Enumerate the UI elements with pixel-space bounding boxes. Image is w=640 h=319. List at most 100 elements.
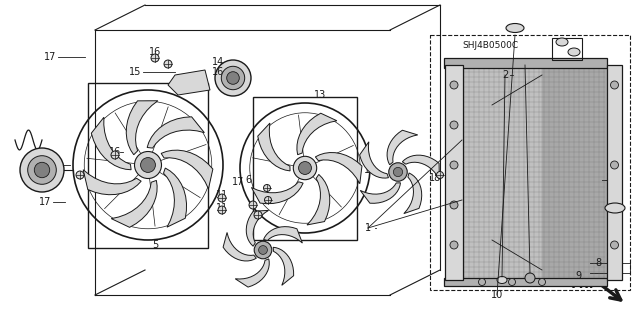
Polygon shape [542, 65, 607, 280]
Text: SHJ4B0500C: SHJ4B0500C [462, 41, 518, 49]
Polygon shape [273, 247, 294, 285]
Text: 10: 10 [491, 290, 503, 300]
Text: 16: 16 [109, 147, 121, 157]
Circle shape [141, 158, 156, 173]
Circle shape [436, 172, 444, 179]
Text: 7: 7 [37, 160, 43, 170]
Text: 17: 17 [232, 177, 244, 187]
Ellipse shape [605, 203, 625, 213]
Circle shape [299, 161, 312, 174]
Text: 16: 16 [149, 47, 161, 57]
Circle shape [215, 60, 251, 96]
Circle shape [28, 156, 56, 184]
Circle shape [450, 201, 458, 209]
Polygon shape [360, 142, 388, 178]
Circle shape [450, 241, 458, 249]
Text: 13: 13 [314, 90, 326, 100]
Text: 6: 6 [245, 175, 251, 185]
Text: 17: 17 [44, 52, 56, 62]
Polygon shape [163, 168, 186, 227]
Polygon shape [462, 65, 542, 280]
Text: 17: 17 [39, 197, 51, 207]
Polygon shape [126, 101, 158, 155]
Circle shape [611, 81, 618, 89]
Circle shape [76, 171, 84, 179]
Circle shape [479, 278, 486, 286]
Circle shape [254, 211, 262, 219]
Text: 2: 2 [502, 70, 508, 80]
Polygon shape [403, 155, 440, 179]
Ellipse shape [506, 24, 524, 33]
Circle shape [259, 246, 268, 254]
Ellipse shape [556, 38, 568, 46]
Polygon shape [147, 117, 204, 148]
Polygon shape [161, 150, 213, 189]
Polygon shape [360, 183, 401, 203]
Text: 9: 9 [575, 271, 581, 281]
Polygon shape [246, 211, 269, 246]
Circle shape [450, 161, 458, 169]
Polygon shape [297, 113, 337, 155]
Circle shape [388, 163, 407, 181]
Circle shape [227, 72, 239, 84]
Circle shape [293, 156, 317, 180]
Circle shape [218, 194, 226, 202]
Text: 11: 11 [216, 190, 228, 200]
Bar [430, 35, 630, 290]
Circle shape [264, 184, 271, 191]
Text: 19: 19 [612, 200, 624, 210]
Text: 14: 14 [212, 57, 224, 67]
Polygon shape [92, 117, 131, 170]
Polygon shape [404, 173, 422, 214]
Bar [444, 58, 607, 68]
Circle shape [450, 81, 458, 89]
Text: 1: 1 [365, 223, 371, 233]
Polygon shape [316, 152, 362, 184]
Circle shape [20, 148, 64, 192]
Circle shape [151, 54, 159, 62]
Bar [444, 278, 607, 286]
Text: 16: 16 [212, 67, 224, 77]
Text: 18: 18 [429, 173, 441, 183]
Circle shape [611, 161, 618, 169]
Circle shape [509, 278, 515, 286]
Polygon shape [264, 226, 302, 243]
Circle shape [249, 201, 257, 209]
Circle shape [111, 151, 119, 159]
Circle shape [450, 121, 458, 129]
Polygon shape [83, 170, 141, 195]
Circle shape [35, 162, 50, 178]
Text: 4: 4 [607, 175, 613, 185]
Circle shape [394, 167, 403, 177]
Circle shape [164, 60, 172, 68]
Polygon shape [387, 130, 418, 165]
Circle shape [611, 241, 618, 249]
Circle shape [218, 206, 226, 214]
Bar [445, 65, 463, 280]
Bar [552, 38, 582, 60]
Circle shape [134, 152, 161, 179]
Text: 18: 18 [254, 245, 266, 255]
Text: 8: 8 [595, 258, 601, 268]
Polygon shape [236, 259, 269, 287]
Polygon shape [258, 123, 290, 171]
Circle shape [264, 197, 271, 204]
Text: 3: 3 [522, 60, 528, 70]
Polygon shape [223, 233, 257, 261]
Polygon shape [307, 174, 330, 225]
Bar [607, 65, 622, 280]
Polygon shape [168, 70, 210, 95]
Circle shape [538, 278, 545, 286]
Text: 11: 11 [216, 203, 228, 213]
Text: 15: 15 [129, 67, 141, 77]
Text: 12: 12 [364, 165, 376, 175]
Polygon shape [111, 181, 157, 227]
Ellipse shape [497, 277, 507, 284]
Circle shape [221, 66, 244, 90]
Text: 5: 5 [152, 240, 158, 250]
Circle shape [254, 241, 272, 259]
Text: FR.: FR. [572, 278, 595, 291]
Ellipse shape [568, 48, 580, 56]
Circle shape [525, 273, 535, 283]
Polygon shape [252, 182, 303, 204]
